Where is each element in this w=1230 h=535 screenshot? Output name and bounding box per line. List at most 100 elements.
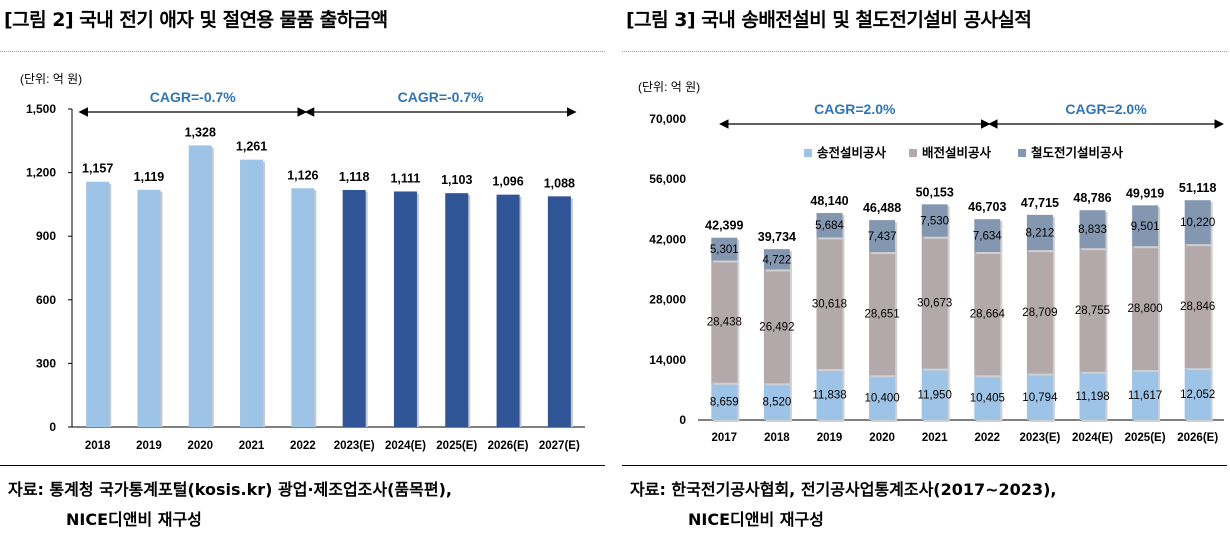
segment-label: 10,405 — [970, 393, 1005, 405]
x-tick-label: 2025(E) — [1125, 432, 1166, 444]
figure-3-source: 자료: 한국전기공사협회, 전기공사업통계조사(2017~2023), NICE… — [630, 475, 1056, 535]
bar-segment — [1132, 246, 1159, 371]
cagr-1-label: CAGR=2.0% — [814, 101, 896, 117]
legend-label: 배전설비공사 — [922, 145, 992, 160]
segment-label: 28,664 — [970, 309, 1006, 321]
data-label: 1,157 — [82, 162, 113, 176]
x-tick-label: 2017 — [712, 432, 738, 444]
y-tick-label: 1,500 — [26, 102, 56, 116]
bar-segment — [763, 249, 790, 270]
figure-3-title: [그림 3] 국내 송배전설비 및 철도전기설비 공사실적 — [626, 9, 1032, 31]
source-divider — [622, 465, 1227, 466]
x-tick-label: 2018 — [85, 440, 111, 452]
segment-label: 28,438 — [707, 317, 742, 329]
figure-2-panel: [그림 2] 국내 전기 애자 및 절연용 물품 출하금액 (단위: 억 원) 0… — [0, 0, 605, 534]
segment-label: 4,722 — [763, 254, 792, 266]
unit-label: (단위: 억 원) — [638, 80, 700, 94]
segment-label: 8,212 — [1026, 227, 1055, 239]
y-tick-label: 0 — [49, 420, 56, 434]
y-tick-label: 900 — [36, 229, 56, 243]
segment-label: 8,833 — [1078, 224, 1107, 236]
data-label: 1,103 — [441, 173, 472, 187]
total-label: 42,399 — [705, 219, 743, 233]
segment-label: 11,617 — [1128, 390, 1162, 402]
unit-label: (단위: 억 원) — [20, 72, 82, 86]
segment-label: 28,651 — [865, 309, 900, 321]
source-line-1: 자료: 통계청 국가통계포털(kosis.kr) 광업·제조업조사(품목편), — [8, 480, 452, 499]
x-tick-label: 2019 — [817, 432, 843, 444]
bar-segment — [1184, 244, 1211, 369]
legend-swatch — [1018, 149, 1026, 157]
segment-label: 10,400 — [865, 393, 900, 405]
bar-segment — [1132, 370, 1159, 420]
x-tick-label: 2019 — [136, 440, 162, 452]
bar-segment — [1184, 368, 1211, 420]
bar-segment — [816, 212, 843, 238]
bar-segment — [974, 219, 1001, 253]
data-label: 1,118 — [339, 170, 370, 184]
segment-label: 26,492 — [759, 321, 794, 333]
bar-segment — [1079, 371, 1106, 420]
x-tick-label: 2022 — [290, 440, 316, 452]
segment-label: 7,634 — [973, 231, 1002, 243]
segment-label: 11,950 — [918, 389, 952, 401]
segment-label: 9,501 — [1131, 221, 1160, 233]
total-label: 46,488 — [863, 201, 901, 215]
y-tick-label: 28,000 — [649, 293, 686, 307]
legend-label: 철도전기설비공사 — [1031, 145, 1124, 160]
bar-segment — [711, 382, 738, 420]
data-label: 1,111 — [390, 171, 420, 185]
bar — [496, 194, 520, 427]
x-tick-label: 2018 — [764, 432, 790, 444]
segment-label: 10,794 — [1022, 392, 1058, 404]
data-label: 1,261 — [236, 140, 267, 154]
figure-3-panel: [그림 3] 국내 송배전설비 및 철도전기설비 공사실적 (단위: 억 원) 0… — [622, 0, 1227, 534]
bar-segment — [869, 220, 896, 253]
y-tick-label: 70,000 — [649, 112, 686, 126]
y-tick-label: 0 — [679, 413, 686, 427]
x-tick-label: 2023(E) — [334, 440, 375, 452]
total-label: 50,153 — [916, 185, 954, 199]
bar-segment — [1184, 200, 1211, 245]
segment-label: 28,755 — [1075, 305, 1110, 317]
x-tick-label: 2025(E) — [436, 440, 477, 452]
title-divider — [0, 51, 605, 52]
x-tick-label: 2026(E) — [488, 440, 529, 452]
segment-label: 30,618 — [812, 298, 847, 310]
x-tick-label: 2026(E) — [1177, 432, 1218, 444]
x-tick-label: 2022 — [975, 432, 1001, 444]
data-label: 1,126 — [287, 168, 318, 182]
legend-swatch — [909, 149, 917, 157]
source-line-1: 자료: 한국전기공사협회, 전기공사업통계조사(2017~2023), — [630, 480, 1057, 499]
segment-label: 11,838 — [812, 390, 846, 402]
legend-label: 송전설비공사 — [817, 145, 887, 160]
bar-segment — [974, 252, 1001, 376]
bar-segment — [711, 237, 738, 261]
bar — [445, 193, 469, 427]
total-label: 48,786 — [1073, 191, 1111, 205]
bar-segment — [1079, 210, 1106, 249]
figure-2-source: 자료: 통계청 국가통계포털(kosis.kr) 광업·제조업조사(품목편), … — [8, 475, 452, 535]
bar-segment — [869, 375, 896, 420]
bar-segment — [921, 204, 948, 237]
bar-segment — [816, 369, 843, 420]
source-line-2: NICE디앤비 재구성 — [66, 510, 202, 529]
x-tick-label: 2021 — [239, 440, 265, 452]
cagr-2-label: CAGR=2.0% — [1065, 101, 1147, 117]
source-line-2: NICE디앤비 재구성 — [688, 510, 824, 529]
bar-segment — [711, 260, 738, 383]
total-label: 49,919 — [1126, 186, 1164, 200]
total-label: 47,715 — [1021, 196, 1059, 210]
y-tick-label: 42,000 — [649, 232, 686, 246]
data-label: 1,119 — [134, 170, 165, 184]
data-label: 1,096 — [492, 175, 523, 189]
bar-segment — [974, 375, 1001, 420]
segment-label: 30,673 — [917, 298, 952, 310]
source-divider — [0, 465, 605, 466]
bar — [393, 191, 417, 427]
bar-segment — [763, 269, 790, 384]
segment-label: 7,437 — [868, 231, 897, 243]
segment-label: 7,530 — [920, 216, 949, 228]
y-tick-label: 300 — [36, 356, 56, 370]
x-tick-label: 2020 — [869, 432, 895, 444]
